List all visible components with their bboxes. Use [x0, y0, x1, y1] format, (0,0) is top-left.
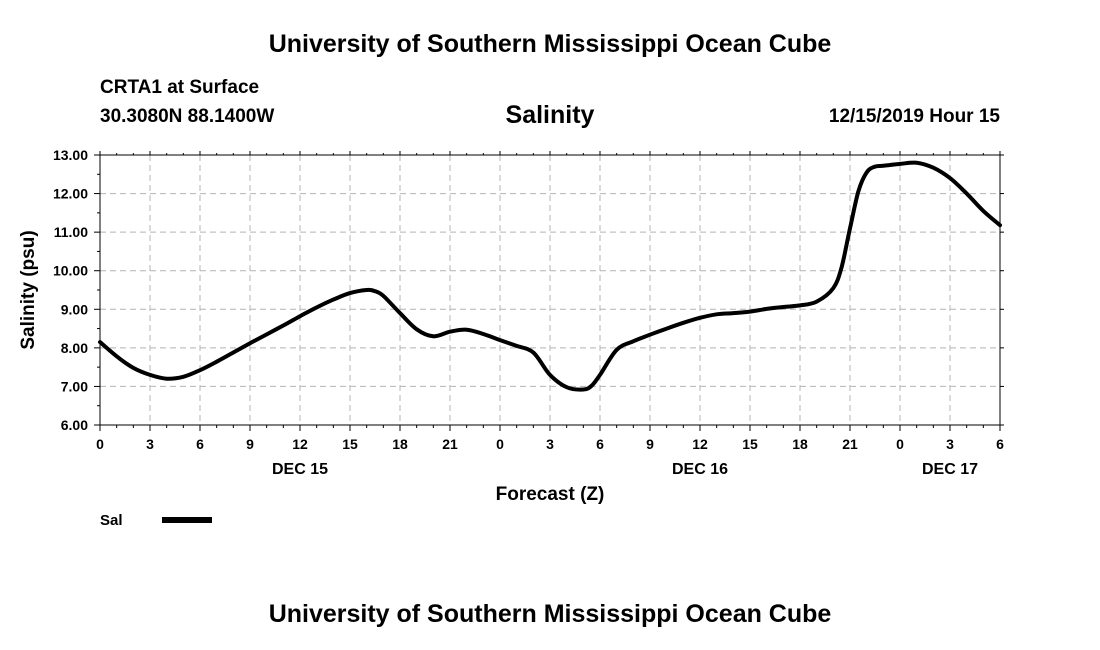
y-tick-label: 10.00	[53, 263, 88, 279]
y-tick-label: 12.00	[53, 186, 88, 202]
x-tick-label: 3	[546, 436, 554, 452]
legend-label-sal: Sal	[100, 512, 123, 529]
x-tick-label: 6	[196, 436, 204, 452]
x-tick-label: 9	[246, 436, 254, 452]
day-labels: DEC 15 DEC 16 DEC 17	[272, 461, 978, 478]
x-tick-label: 6	[996, 436, 1004, 452]
station-label: CRTA1 at Surface	[100, 77, 260, 98]
footer-title: University of Southern Mississippi Ocean…	[268, 600, 832, 628]
legend: Sal	[100, 512, 212, 529]
y-axis: 6.00 7.00 8.00 9.00 10.00 11.00 12.00 13.00	[53, 147, 1004, 433]
x-tick-label: 18	[792, 436, 808, 452]
y-axis-label: Salinity (psu)	[18, 230, 39, 349]
y-tick-label: 6.00	[61, 417, 88, 433]
x-tick-label: 12	[692, 436, 708, 452]
x-tick-label: 0	[896, 436, 904, 452]
coordinates-label: 30.3080N 88.1400W	[100, 106, 275, 127]
x-tick-label: 0	[496, 436, 504, 452]
day-label: DEC 17	[922, 461, 978, 478]
y-tick-label: 11.00	[54, 224, 88, 240]
x-tick-label: 15	[742, 436, 758, 452]
datetime-label: 12/15/2019 Hour 15	[828, 106, 1000, 127]
x-tick-label: 9	[646, 436, 654, 452]
x-tick-label: 21	[842, 436, 858, 452]
y-tick-label: 8.00	[61, 340, 88, 356]
x-tick-label: 18	[392, 436, 408, 452]
y-tick-label: 9.00	[61, 301, 88, 317]
chart-title: Salinity	[505, 101, 595, 129]
x-tick-label: 3	[946, 436, 954, 452]
day-label: DEC 16	[672, 461, 728, 478]
y-tick-label: 7.00	[61, 378, 88, 394]
y-tick-label: 13.00	[53, 147, 88, 163]
x-tick-label: 6	[596, 436, 604, 452]
x-tick-label: 15	[342, 436, 358, 452]
grid-lines	[100, 155, 1000, 425]
x-tick-label: 3	[146, 436, 154, 452]
x-tick-label: 21	[442, 436, 458, 452]
x-tick-label: 12	[292, 436, 308, 452]
day-label: DEC 15	[272, 461, 328, 478]
x-tick-label: 0	[96, 436, 104, 452]
x-axis-label: Forecast (Z)	[496, 484, 605, 505]
x-axis: 0 3 6 9 12 15 18 21 0 3 6 9 12 15 18 21 0 3 6	[96, 151, 1004, 452]
series-line-sal	[98, 160, 1002, 392]
page-title: University of Southern Mississippi Ocean…	[268, 30, 832, 58]
